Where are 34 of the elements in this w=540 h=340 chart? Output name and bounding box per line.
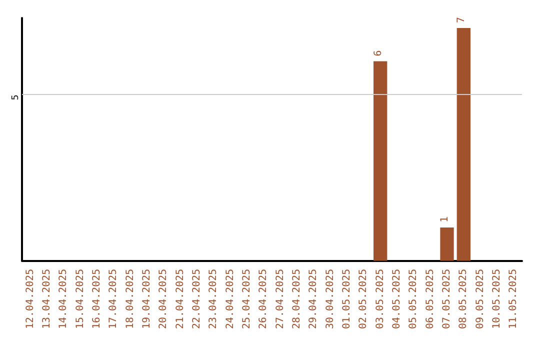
x-tick-label: 28.04.2025 — [292, 268, 302, 330]
x-tick-label: 30.04.2025 — [324, 268, 336, 330]
x-tick-label: 25.04.2025 — [242, 268, 252, 330]
x-tick-label: 05.05.2025 — [408, 268, 420, 330]
data-label: 6 — [372, 50, 384, 56]
x-tick-label: 04.05.2025 — [392, 268, 402, 330]
x-tick-label: 06.05.2025 — [424, 268, 436, 330]
x-tick-label: 21.04.2025 — [174, 268, 186, 330]
x-tick-label: 14.04.2025 — [58, 268, 70, 330]
data-label: 7 — [456, 16, 468, 23]
x-tick-label: 26.04.2025 — [258, 268, 270, 330]
x-tick-label: 18.04.2025 — [124, 268, 136, 330]
x-tick-label: 27.04.2025 — [274, 268, 286, 330]
x-tick-label: 01.05.2025 — [342, 268, 352, 330]
x-tick-label: 02.05.2025 — [358, 268, 370, 330]
x-tick-label: 11.05.2025 — [508, 268, 520, 330]
x-tick-label: 09.05.2025 — [474, 268, 486, 330]
x-tick-label: 24.04.2025 — [224, 268, 236, 330]
x-tick-label: 15.04.2025 — [74, 268, 86, 330]
x-tick-label: 17.04.2025 — [108, 268, 120, 330]
x-tick-label: 19.04.2025 — [142, 268, 152, 330]
x-tick-label: 29.04.2025 — [308, 268, 320, 330]
x-tick-label: 22.04.2025 — [192, 268, 202, 330]
x-tick-label: 16.04.2025 — [92, 268, 102, 330]
ref-line-label: 5 — [11, 94, 21, 100]
x-tick-label: 23.04.2025 — [208, 268, 220, 330]
x-tick-label: 08.05.2025 — [458, 268, 470, 330]
x-tick-label: 03.05.2025 — [374, 268, 386, 330]
x-tick-label: 07.05.2025 — [442, 268, 452, 330]
x-tick-label: 20.04.2025 — [158, 268, 170, 330]
x-tick-label: 12.04.2025 — [24, 268, 36, 330]
data-label: 1 — [440, 216, 450, 223]
x-tick-label: 10.05.2025 — [492, 268, 502, 330]
x-tick-label: 13.04.2025 — [42, 268, 52, 330]
